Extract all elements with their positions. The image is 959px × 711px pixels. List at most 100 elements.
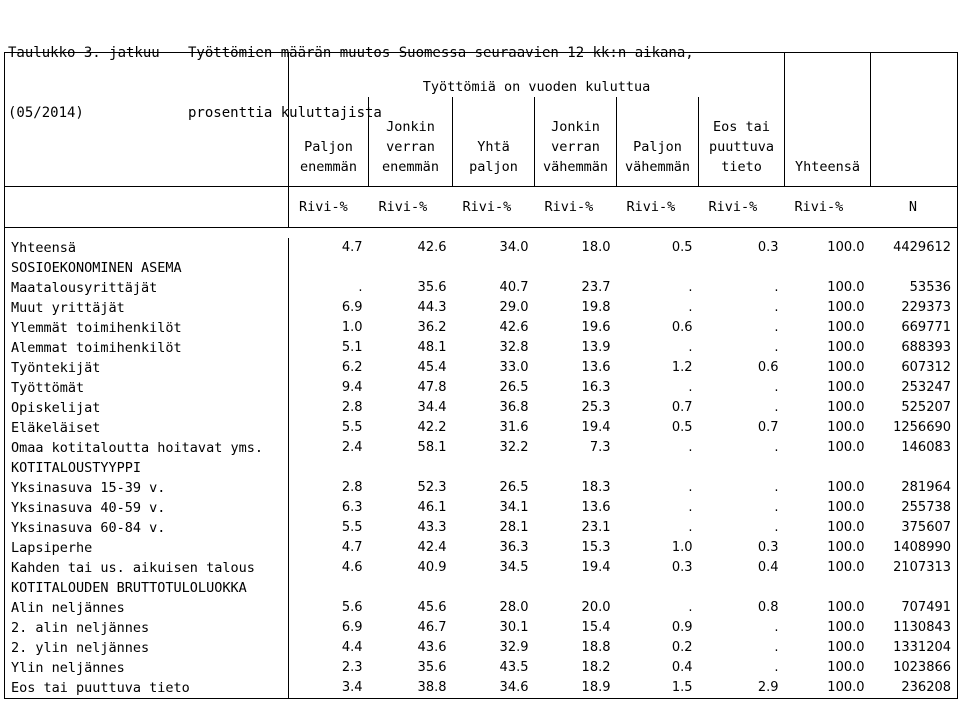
percent-cell: 13.6: [581, 500, 611, 515]
percent-cell: 42.6: [417, 240, 447, 255]
percent-cell: 5.1: [341, 340, 363, 355]
percent-cell: 100.0: [784, 678, 871, 699]
column-header: Paljon enemmän: [288, 97, 369, 187]
percent-cell: 29.0: [499, 300, 529, 315]
percent-cell: 42.2: [417, 420, 447, 435]
percent-cell: .: [688, 480, 693, 495]
row-label: 2. ylin neljännes: [4, 638, 289, 658]
percent-cell: 5.6: [341, 600, 363, 615]
percent-cell: .: [774, 520, 779, 535]
percent-cell: .: [774, 640, 779, 655]
percent-cell: 100.0: [827, 240, 865, 255]
column-header-line: Paljon: [633, 139, 682, 155]
n-cell: 236208: [870, 678, 959, 699]
percent-cell: [289, 458, 369, 478]
row-label: Työntekijät: [4, 358, 289, 378]
percent-cell: 4.4: [341, 640, 363, 655]
percent-cell: 0.8: [757, 600, 779, 615]
table-row: Eos tai puuttuva tieto 3.4 38.8 34.6 18.9 1.5…: [4, 678, 959, 699]
percent-cell: 52.3: [417, 480, 447, 495]
percent-cell: .: [688, 600, 693, 615]
percent-cell: 100.0: [827, 620, 865, 635]
n-cell: 4429612: [870, 238, 959, 258]
row-label: Kahden tai us. aikuisen talous: [4, 558, 289, 578]
column-header-line: enemmän: [382, 159, 439, 175]
percent-cell: 18.3: [581, 480, 611, 495]
percent-cell: 6.3: [341, 500, 363, 515]
n-cell: 53536: [870, 278, 959, 298]
column-header-line: verran: [551, 139, 600, 155]
percent-cell: .: [774, 480, 779, 495]
percent-cell: [617, 578, 699, 598]
column-header-line: Jonkin: [551, 119, 600, 135]
row-label: Yksinasuva 15-39 v.: [4, 478, 289, 498]
row-label: Ylemmät toimihenkilöt: [4, 318, 289, 338]
percent-cell: [699, 458, 785, 478]
percent-cell: 15.3: [581, 540, 611, 555]
percent-cell: .: [688, 280, 693, 295]
percent-cell: 100.0: [827, 360, 865, 375]
row-label: Työttömät: [4, 378, 289, 398]
percent-cell: 36.8: [499, 400, 529, 415]
table-row: KOTITALOUDEN BRUTTOTULOLUOKKA: [4, 578, 959, 598]
percent-cell: [535, 258, 617, 278]
percent-cell: 43.5: [499, 660, 529, 675]
percent-cell: 31.6: [499, 420, 529, 435]
percent-cell: 100.0: [827, 440, 865, 455]
percent-cell: 4.6: [341, 560, 363, 575]
percent-cell: 1.5: [616, 678, 699, 699]
percent-cell: 100.0: [827, 560, 865, 575]
percent-cell: [369, 578, 453, 598]
table-row: Alemmat toimihenkilöt 5.1 48.1 32.8 13.9.. 10…: [4, 338, 959, 358]
percent-cell: 2.9: [698, 678, 785, 699]
table-row: Ylemmät toimihenkilöt 1.0 36.2 42.6 19.6 0.6.…: [4, 318, 959, 338]
column-header: Eos tai puuttuva tieto: [697, 97, 786, 187]
percent-cell: 46.1: [417, 500, 447, 515]
unit-label: Rivi-%: [534, 186, 617, 228]
percent-cell: 2.4: [341, 440, 363, 455]
percent-cell: 4.7: [341, 240, 363, 255]
percent-cell: .: [688, 520, 693, 535]
row-label: SOSIOEKONOMINEN ASEMA: [4, 258, 289, 278]
row-label: Muut yrittäjät: [4, 298, 289, 318]
unit-label: Rivi-%: [368, 186, 453, 228]
percent-cell: .: [688, 340, 693, 355]
row-label: Maatalousyrittäjät: [4, 278, 289, 298]
row-label: Opiskelijat: [4, 398, 289, 418]
percent-cell: .: [358, 280, 363, 295]
table-row: Omaa kotitaloutta hoitavat yms. 2.4 58.1 32…: [4, 438, 959, 458]
percent-cell: 32.2: [499, 440, 529, 455]
percent-cell: 5.5: [341, 420, 363, 435]
percent-cell: 13.6: [581, 360, 611, 375]
percent-cell: 6.9: [341, 620, 363, 635]
percent-cell: 23.7: [581, 280, 611, 295]
percent-cell: 0.5: [671, 420, 693, 435]
table-row: Kahden tai us. aikuisen talous 4.6 40.9 34.…: [4, 558, 959, 578]
percent-cell: 32.9: [499, 640, 529, 655]
percent-cell: .: [688, 500, 693, 515]
column-header: Yhtä paljon: [452, 97, 535, 187]
percent-cell: 3.4: [288, 678, 369, 699]
column-header-line: [295, 117, 362, 137]
column-header: Jonkin verran vähemmän: [534, 97, 617, 187]
percent-cell: [453, 458, 535, 478]
percent-cell: 20.0: [581, 600, 611, 615]
column-header-line: enemmän: [300, 159, 357, 175]
table-row: Työntekijät 6.2 45.4 33.0 13.6 1.2 0.6 100.0 607…: [4, 358, 959, 378]
table-row: Muut yrittäjät 6.9 44.3 29.0 19.8.. 100.0 2293…: [4, 298, 959, 318]
percent-cell: 2.8: [341, 400, 363, 415]
n-cell: 281964: [870, 478, 959, 498]
data-table: Työttömiä on vuoden kuluttua Yhteensä Pa…: [4, 52, 959, 699]
percent-cell: .: [774, 340, 779, 355]
percent-cell: 45.6: [417, 600, 447, 615]
percent-cell: 34.6: [452, 678, 535, 699]
percent-cell: 58.1: [417, 440, 447, 455]
row-label: KOTITALOUSTYYPPI: [4, 458, 289, 478]
table-row: SOSIOEKONOMINEN ASEMA: [4, 258, 959, 278]
n-cell: 2107313: [870, 558, 959, 578]
percent-cell: 19.4: [581, 420, 611, 435]
percent-cell: 34.5: [499, 560, 529, 575]
percent-cell: 40.7: [499, 280, 529, 295]
percent-cell: [699, 578, 785, 598]
percent-cell: [369, 258, 453, 278]
